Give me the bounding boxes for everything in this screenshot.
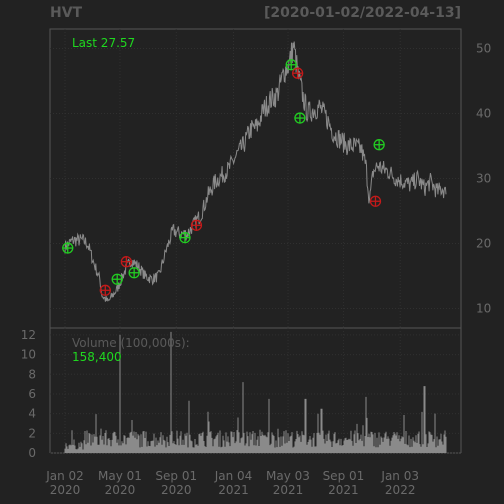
buy-signal-marker [179,231,191,244]
volume-tick-label: 4 [28,407,36,421]
x-tick-label: Jan 03 [380,469,419,483]
sell-signal-marker [190,219,203,231]
volume-tick-label: 12 [21,328,36,342]
price-tick-label: 10 [476,302,491,316]
price-tick-label: 20 [476,237,491,251]
x-tick-year: 2021 [273,483,304,497]
x-tick-label: May 01 [98,469,142,483]
x-tick-label: Sep 01 [155,469,197,483]
price-tick-label: 50 [476,42,491,56]
x-tick-year: 2022 [385,483,416,497]
price-tick-label: 40 [476,107,491,121]
sell-signal-marker [291,67,304,79]
price-panel: 10 20 30 40 50 Last 27.57 [49,28,491,329]
sell-signal-marker [369,195,382,207]
sell-signal-marker [120,256,133,268]
volume-title: Volume (100,000s): [72,336,190,350]
x-tick-year: 2020 [50,483,81,497]
x-tick-year: 2021 [328,483,359,497]
buy-signal-marker [285,59,297,71]
volume-tick-label: 2 [28,426,36,440]
volume-bars [64,331,447,453]
ticker-symbol: HVT [50,5,83,21]
volume-tick-label: 8 [28,367,36,381]
x-tick-year: 2021 [218,483,249,497]
date-range: [2020-01-02/2022-04-13] [263,5,461,21]
sell-signal-marker [99,284,111,296]
x-tick-label: Jan 04 [214,469,253,483]
last-price-label: Last 27.57 [72,36,135,50]
buy-signal-marker [62,242,74,254]
x-tick-year: 2020 [161,483,192,497]
price-tick-label: 30 [476,172,491,186]
volume-tick-label: 0 [28,446,36,460]
buy-signal-marker [373,139,385,151]
x-tick-label: May 03 [266,469,310,483]
volume-last-value: 158,400 [72,350,122,364]
buy-signal-marker [294,112,306,124]
price-series-line [64,41,447,302]
x-tick-year: 2020 [105,483,136,497]
volume-panel: 0 2 4 6 8 10 12 Volume (100,000s):158,400 [21,327,462,460]
volume-tick-label: 10 [21,348,36,362]
buy-signal-marker [111,273,123,285]
buy-signal-marker [128,267,140,279]
x-tick-label: Jan 02 [45,469,84,483]
price-panel-frame [49,28,462,329]
volume-tick-label: 6 [28,387,36,401]
x-tick-label: Sep 01 [323,469,365,483]
